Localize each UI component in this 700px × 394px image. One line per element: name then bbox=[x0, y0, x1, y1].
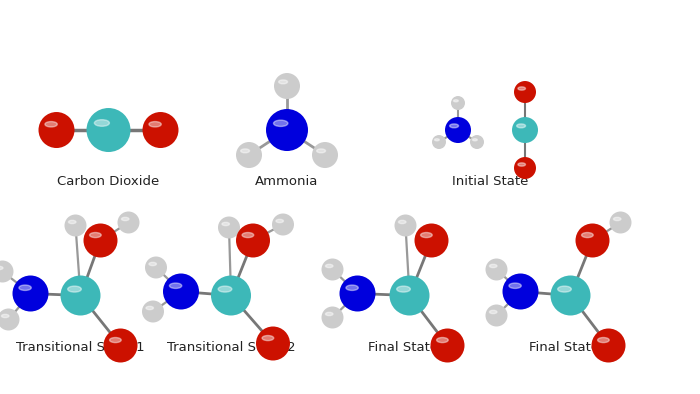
Ellipse shape bbox=[582, 232, 593, 238]
Ellipse shape bbox=[1, 314, 9, 318]
Ellipse shape bbox=[68, 286, 81, 292]
Ellipse shape bbox=[242, 232, 253, 238]
Ellipse shape bbox=[169, 283, 182, 288]
Ellipse shape bbox=[272, 214, 294, 236]
Ellipse shape bbox=[312, 142, 338, 168]
Ellipse shape bbox=[613, 217, 621, 221]
Ellipse shape bbox=[211, 275, 251, 316]
Ellipse shape bbox=[610, 212, 631, 234]
Ellipse shape bbox=[94, 120, 109, 126]
Text: Transitional State 2: Transitional State 2 bbox=[167, 341, 295, 354]
Ellipse shape bbox=[163, 273, 199, 310]
Ellipse shape bbox=[149, 262, 157, 266]
Ellipse shape bbox=[38, 112, 74, 148]
Ellipse shape bbox=[274, 73, 300, 99]
Ellipse shape bbox=[142, 301, 164, 323]
Ellipse shape bbox=[60, 275, 101, 316]
Ellipse shape bbox=[489, 264, 497, 268]
Ellipse shape bbox=[414, 223, 449, 258]
Ellipse shape bbox=[592, 329, 626, 362]
Ellipse shape bbox=[321, 258, 344, 281]
Ellipse shape bbox=[236, 223, 270, 258]
Ellipse shape bbox=[445, 117, 471, 143]
Text: Carbon Dioxide: Carbon Dioxide bbox=[57, 175, 160, 188]
Ellipse shape bbox=[517, 124, 526, 128]
Text: Ammonia: Ammonia bbox=[256, 175, 318, 188]
Ellipse shape bbox=[397, 286, 410, 292]
Ellipse shape bbox=[69, 220, 76, 224]
Ellipse shape bbox=[437, 338, 448, 343]
Ellipse shape bbox=[486, 258, 508, 281]
Ellipse shape bbox=[489, 310, 497, 314]
Ellipse shape bbox=[346, 285, 358, 290]
Text: Final State 2: Final State 2 bbox=[529, 341, 612, 354]
Text: Initial State: Initial State bbox=[452, 175, 528, 188]
Ellipse shape bbox=[449, 124, 459, 128]
Ellipse shape bbox=[83, 223, 118, 258]
Ellipse shape bbox=[558, 286, 571, 292]
Ellipse shape bbox=[143, 112, 178, 148]
Ellipse shape bbox=[45, 122, 57, 127]
Ellipse shape bbox=[395, 214, 416, 236]
Ellipse shape bbox=[19, 285, 32, 290]
Ellipse shape bbox=[575, 223, 610, 258]
Ellipse shape bbox=[218, 216, 240, 238]
Ellipse shape bbox=[509, 283, 522, 288]
Ellipse shape bbox=[110, 338, 121, 343]
Ellipse shape bbox=[514, 157, 536, 179]
Ellipse shape bbox=[90, 232, 102, 238]
Ellipse shape bbox=[486, 305, 508, 327]
Ellipse shape bbox=[0, 309, 20, 331]
Ellipse shape bbox=[598, 338, 609, 343]
Text: Transitional State 1: Transitional State 1 bbox=[16, 341, 145, 354]
Ellipse shape bbox=[340, 275, 375, 312]
Ellipse shape bbox=[470, 135, 484, 149]
Ellipse shape bbox=[274, 120, 288, 126]
Ellipse shape bbox=[104, 329, 137, 362]
Ellipse shape bbox=[266, 109, 308, 151]
Ellipse shape bbox=[222, 222, 230, 226]
Ellipse shape bbox=[236, 142, 262, 168]
Ellipse shape bbox=[276, 219, 284, 223]
Ellipse shape bbox=[87, 108, 130, 152]
Ellipse shape bbox=[454, 100, 458, 102]
Ellipse shape bbox=[64, 214, 87, 236]
Ellipse shape bbox=[256, 327, 290, 361]
Ellipse shape bbox=[473, 139, 477, 141]
Ellipse shape bbox=[0, 266, 3, 269]
Text: Final State 1: Final State 1 bbox=[368, 341, 451, 354]
Ellipse shape bbox=[241, 149, 249, 153]
Ellipse shape bbox=[398, 220, 406, 224]
Ellipse shape bbox=[145, 256, 167, 279]
Ellipse shape bbox=[149, 122, 161, 127]
Ellipse shape bbox=[279, 80, 288, 84]
Ellipse shape bbox=[0, 260, 13, 282]
Ellipse shape bbox=[118, 212, 139, 234]
Ellipse shape bbox=[146, 306, 153, 310]
Ellipse shape bbox=[321, 307, 344, 329]
Ellipse shape bbox=[326, 264, 333, 268]
Ellipse shape bbox=[218, 286, 232, 292]
Ellipse shape bbox=[435, 139, 440, 141]
Ellipse shape bbox=[451, 96, 465, 110]
Ellipse shape bbox=[518, 87, 526, 90]
Ellipse shape bbox=[262, 336, 274, 340]
Ellipse shape bbox=[326, 312, 333, 316]
Ellipse shape bbox=[13, 275, 48, 312]
Ellipse shape bbox=[421, 232, 432, 238]
Ellipse shape bbox=[503, 273, 538, 310]
Ellipse shape bbox=[316, 149, 326, 153]
Ellipse shape bbox=[514, 81, 536, 103]
Ellipse shape bbox=[430, 329, 465, 362]
Ellipse shape bbox=[512, 117, 538, 143]
Ellipse shape bbox=[550, 275, 591, 316]
Ellipse shape bbox=[121, 217, 129, 221]
Ellipse shape bbox=[432, 135, 446, 149]
Ellipse shape bbox=[518, 163, 526, 166]
Ellipse shape bbox=[389, 275, 430, 316]
